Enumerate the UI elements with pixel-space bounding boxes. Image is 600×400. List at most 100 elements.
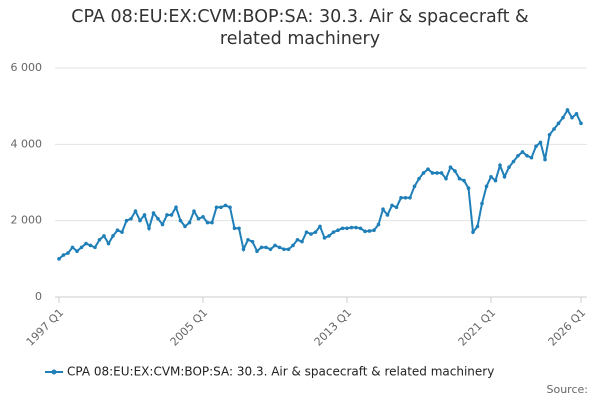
data-point [93,245,97,250]
data-point [493,178,498,183]
data-point [313,230,318,234]
data-point [444,176,448,181]
data-point [241,247,246,252]
data-point [84,241,88,246]
data-point [264,245,268,250]
data-point [273,243,277,248]
data-point [556,121,561,126]
data-point [426,167,430,171]
data-point [291,243,295,248]
data-point [489,174,493,179]
data-point [408,195,412,200]
series-line [58,108,582,260]
data-point [57,257,61,261]
data-point [538,140,543,145]
data-point [214,205,219,210]
data-point [322,236,327,240]
data-point [525,153,529,158]
data-point [156,216,160,221]
data-point [259,245,264,250]
chart-title: CPA 08:EU:EX:CVM:BOP:SA: 30.3. Air & spa… [71,7,529,49]
data-point [201,215,205,219]
data-point [183,224,187,229]
data-point [471,230,475,234]
data-point [358,226,363,231]
data-point [327,234,331,238]
data-point [502,174,507,179]
data-point [331,230,336,234]
data-point [160,222,165,227]
data-point [349,225,354,230]
data-point [372,228,376,233]
data-point [106,241,111,246]
data-point [345,226,349,231]
data-point [435,171,439,175]
data-point [507,165,511,170]
data-point [552,127,556,131]
data-point [250,239,255,244]
data-point [192,209,196,213]
data-point [277,245,282,250]
data-point [138,218,142,223]
data-point [412,184,417,189]
y-tick-label: 6 000 [11,61,43,74]
x-tick-label: 2005 Q1 [168,306,211,349]
data-point [151,211,156,215]
data-point [268,247,273,252]
data-point [61,253,66,257]
data-point [300,239,304,244]
data-point [448,165,453,170]
data-point [205,220,210,225]
data-point [142,213,147,217]
data-point [534,144,538,149]
data-point [385,213,390,217]
data-point [111,234,115,238]
data-point [336,228,340,233]
x-tick-label: 1997 Q1 [24,306,67,349]
data-point [570,115,574,120]
data-point [367,229,372,233]
data-point [102,234,106,238]
data-point [304,230,309,234]
data-point [133,209,138,213]
data-point [66,251,70,255]
data-point [282,247,286,252]
data-point [484,184,489,189]
data-point [511,159,516,164]
data-point [169,213,174,217]
data-point [237,226,241,231]
data-point [255,249,259,253]
data-point [381,207,385,212]
x-tick-label: 2013 Q1 [312,306,355,349]
y-tick-label: 2 000 [11,214,43,227]
data-point [196,216,201,221]
data-point [403,195,408,200]
data-point [498,163,502,168]
data-point [88,243,93,248]
data-point [75,249,79,253]
data-point [147,226,151,231]
data-point [187,220,192,225]
data-point [547,132,552,137]
data-point [174,205,178,210]
data-point [529,155,534,160]
data-point [561,115,565,120]
data-point [520,150,525,154]
data-point [430,171,435,175]
data-point [390,203,394,208]
source-label: Source: [547,383,589,396]
data-point [223,203,228,208]
data-point [79,245,84,250]
data-point [439,171,444,175]
data-point [399,195,403,200]
data-point [246,237,250,242]
data-point [129,216,133,221]
data-point [210,220,214,225]
data-point [376,222,381,227]
data-point [565,108,570,112]
data-point [165,213,169,217]
legend-label: CPA 08:EU:EX:CVM:BOP:SA: 30.3. Air & spa… [67,365,494,379]
data-point [475,224,480,229]
data-point [70,245,75,250]
